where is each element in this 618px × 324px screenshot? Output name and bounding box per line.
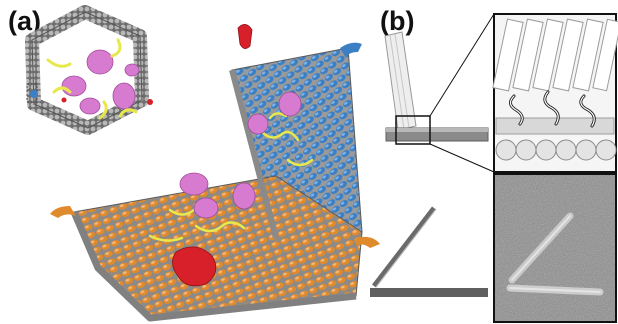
arm-edge — [229, 69, 279, 239]
orange-handle-right — [356, 236, 380, 248]
schematic-top — [384, 13, 495, 173]
base-proteins — [179, 172, 256, 219]
red-marker-small — [147, 99, 153, 105]
arm-linkers — [260, 112, 314, 167]
blue-handle — [340, 42, 362, 58]
scaffold-edge — [70, 210, 357, 322]
hexagonal-cross-section — [25, 5, 153, 135]
tem-micrograph — [493, 173, 617, 323]
cross-section-linkers — [46, 38, 138, 120]
orange-handle — [50, 206, 76, 218]
panel-label-b: (b) — [380, 6, 415, 36]
panel-label-a: (a) — [8, 6, 41, 36]
red-marker-top — [237, 24, 253, 49]
selection-box — [26, 83, 38, 103]
schematic-bottom — [370, 206, 488, 297]
blue-marker — [30, 90, 38, 98]
zoom-region — [395, 115, 431, 145]
arm-proteins — [247, 91, 302, 135]
zoom-inset — [492, 13, 618, 173]
red-marker-base — [172, 246, 217, 287]
cross-section-proteins — [61, 49, 140, 115]
origami-hinge-model — [50, 24, 380, 322]
